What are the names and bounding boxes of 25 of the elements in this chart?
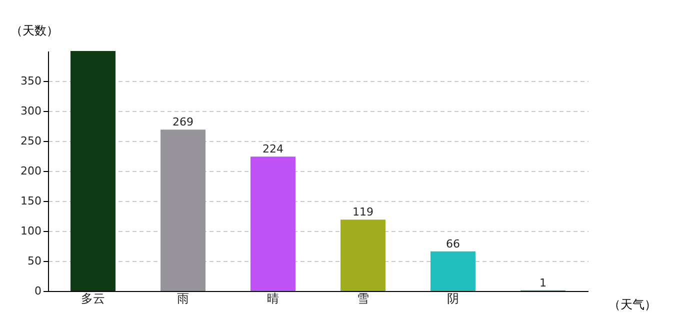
y-tick-label: 100 xyxy=(20,224,42,238)
data-label: 224 xyxy=(262,142,284,156)
bar xyxy=(340,220,386,291)
data-label: 66 xyxy=(446,237,460,250)
x-tick-label: 雨 xyxy=(177,292,189,306)
data-label: 119 xyxy=(352,206,374,219)
y-tick-label: 300 xyxy=(20,104,42,118)
bar xyxy=(160,130,206,291)
data-label: 1 xyxy=(540,276,546,290)
y-axis-title: （天数） xyxy=(10,24,58,38)
x-tick-label: 晴 xyxy=(267,292,279,306)
y-tick-label: 250 xyxy=(20,134,42,148)
data-label: 269 xyxy=(172,116,194,129)
x-tick-label: 雪 xyxy=(357,292,369,306)
x-tick-label: 多云 xyxy=(81,292,105,306)
y-tick-label: 0 xyxy=(34,284,42,298)
y-tick-label: 200 xyxy=(20,164,42,178)
bar xyxy=(250,156,296,291)
y-tick-label: 350 xyxy=(20,74,42,88)
y-tick-label: 50 xyxy=(28,254,42,268)
y-tick-label: 150 xyxy=(20,194,42,208)
bar xyxy=(430,251,476,291)
bar xyxy=(70,51,116,291)
x-tick-label: 阴 xyxy=(447,292,459,306)
x-axis-title: （天气） xyxy=(608,298,656,312)
